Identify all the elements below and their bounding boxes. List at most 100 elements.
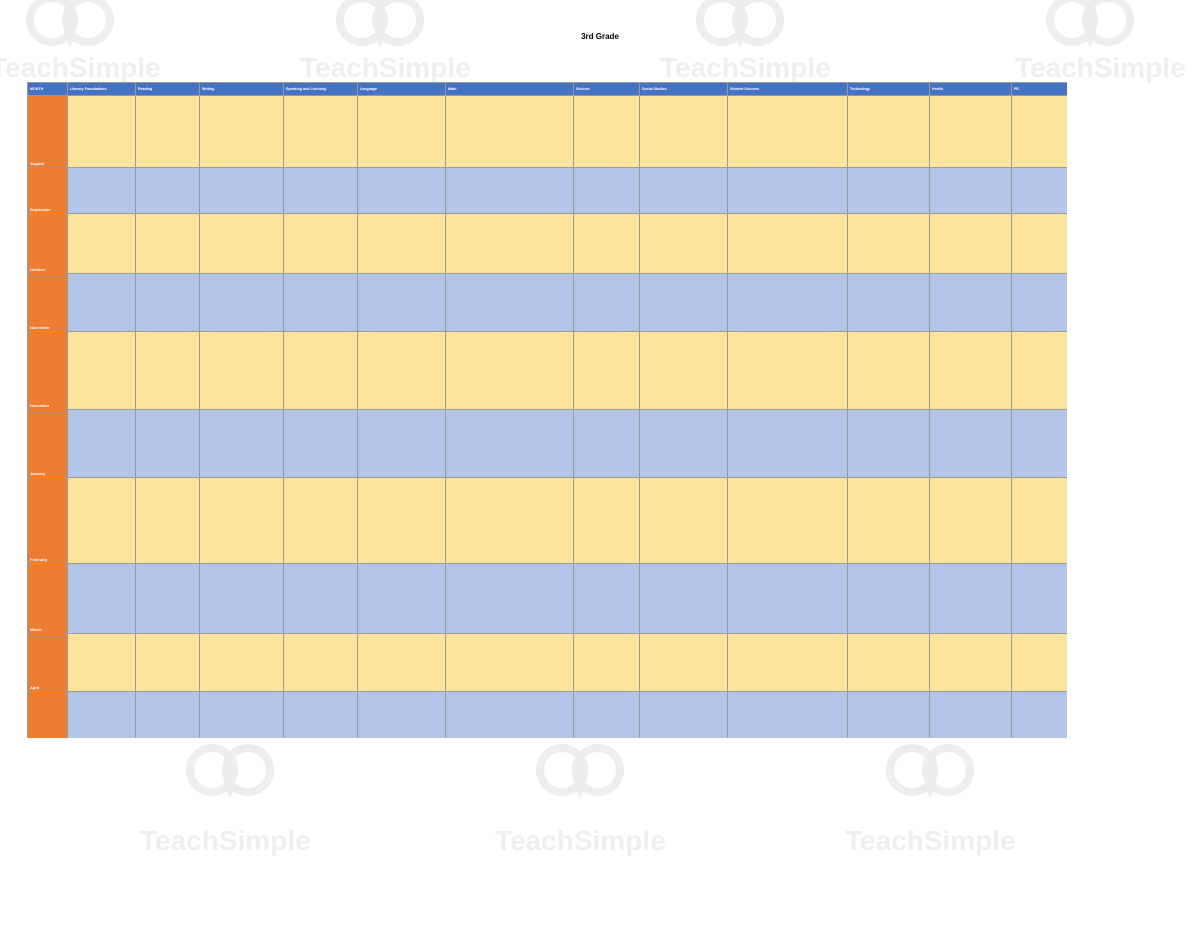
table-cell [283,477,358,564]
owl-logo-icon [186,744,274,798]
table-cell [283,409,358,478]
table-cell [445,213,574,274]
table-cell [199,691,284,738]
table-cell [639,477,728,564]
table-cell [199,167,284,214]
table-cell [639,213,728,274]
table-cell [199,213,284,274]
table-cell [199,477,284,564]
table-cell [67,95,136,168]
table-cell [929,273,1012,332]
owl-logo-icon [1046,0,1134,48]
table-cell [135,563,200,634]
table-cell [929,633,1012,692]
month-cell: March [27,563,68,634]
table-row: September [27,167,1067,214]
watermark-text: TeachSimple [495,825,666,856]
table-cell [357,477,446,564]
table-cell [727,409,848,478]
column-header: Literacy Foundations [67,82,136,96]
table-cell [135,95,200,168]
column-header: Writing [199,82,284,96]
owl-logo-icon [696,0,784,48]
table-cell [929,167,1012,214]
watermark-text: TeachSimple [845,825,1016,856]
table-cell [135,273,200,332]
table-cell [1011,213,1067,274]
table-cell [135,477,200,564]
column-header: Math [445,82,574,96]
table-cell [639,167,728,214]
table-cell [1011,167,1067,214]
owl-logo-icon [336,0,424,48]
table-cell [199,633,284,692]
table-row: November [27,273,1067,332]
month-cell: January [27,409,68,478]
table-cell [283,563,358,634]
table-row: December [27,331,1067,410]
table-cell [357,273,446,332]
table-cell [573,331,640,410]
month-cell: April [27,633,68,692]
table-row: January [27,409,1067,478]
table-cell [847,213,930,274]
table-row: April [27,633,1067,692]
table-cell [573,213,640,274]
month-cell: November [27,273,68,332]
table-cell [929,331,1012,410]
owl-logo-icon [536,744,624,798]
table-cell [929,213,1012,274]
table-cell [283,273,358,332]
table-cell [573,273,640,332]
table-cell [357,691,446,738]
column-header: Language [357,82,446,96]
table-cell [639,691,728,738]
table-cell [357,563,446,634]
month-cell: February [27,477,68,564]
table-cell [283,167,358,214]
table-cell [135,633,200,692]
watermark-text: TeachSimple [1015,52,1186,83]
watermark-text: TeachSimple [660,52,831,83]
column-header: Reading [135,82,200,96]
table-row: October [27,213,1067,274]
table-cell [445,273,574,332]
table-cell [727,331,848,410]
table-cell [357,213,446,274]
table-cell [67,563,136,634]
table-cell [727,213,848,274]
column-header: Technology [847,82,930,96]
table-cell [573,477,640,564]
column-header: MONTH [27,82,68,96]
table-cell [1011,477,1067,564]
table-cell [1011,633,1067,692]
page-title: 3rd Grade [581,32,619,41]
table-cell [1011,409,1067,478]
month-cell: August [27,95,68,168]
owl-logo-icon [886,744,974,798]
table-cell [847,167,930,214]
month-cell: December [27,331,68,410]
curriculum-table: MONTH Literacy Foundations Reading Writing S… [27,82,1067,738]
table-cell [67,167,136,214]
table-cell [727,563,848,634]
table-cell [847,409,930,478]
table-cell [1011,691,1067,738]
watermark-text: TeachSimple [300,52,471,83]
table-cell [357,633,446,692]
table-row: February [27,477,1067,564]
table-cell [727,273,848,332]
table-cell [639,273,728,332]
table-cell [573,167,640,214]
watermark-text: TeachSimple [140,825,311,856]
table-cell [847,95,930,168]
table-cell [67,273,136,332]
table-row: March [27,563,1067,634]
table-cell [199,409,284,478]
month-cell: May [27,691,68,738]
table-cell [67,213,136,274]
watermark-text: TeachSimple [0,52,161,83]
header-row: MONTH Literacy Foundations Reading Writing S… [27,82,1067,96]
table-cell [1011,563,1067,634]
